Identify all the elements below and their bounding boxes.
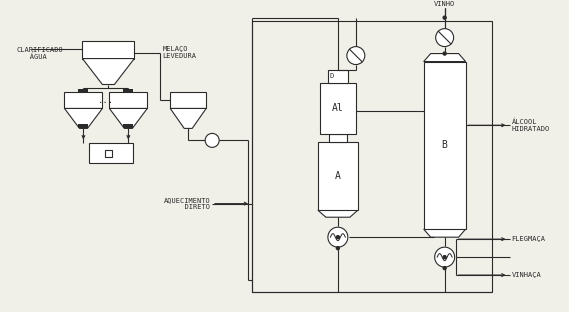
Polygon shape <box>83 59 134 85</box>
Text: AQUECIMENTO
  DIRETO: AQUECIMENTO DIRETO <box>163 197 210 210</box>
Polygon shape <box>318 210 358 217</box>
Text: CLARIFICADO
   ÁGUA: CLARIFICADO ÁGUA <box>17 47 63 61</box>
Text: FLEGMAÇA: FLEGMAÇA <box>512 236 546 242</box>
Bar <box>252 21 492 292</box>
Bar <box>83 41 134 59</box>
Polygon shape <box>424 54 465 61</box>
Circle shape <box>328 227 348 247</box>
Polygon shape <box>170 109 206 129</box>
Polygon shape <box>64 109 102 129</box>
Circle shape <box>347 46 365 65</box>
Polygon shape <box>424 229 465 237</box>
Bar <box>170 92 206 109</box>
Circle shape <box>435 247 455 267</box>
Bar <box>329 134 347 142</box>
Bar <box>109 92 147 109</box>
Circle shape <box>443 16 446 19</box>
Circle shape <box>443 266 446 270</box>
Bar <box>89 144 133 163</box>
Text: VINHAÇA: VINHAÇA <box>512 272 541 278</box>
Text: Al: Al <box>332 104 344 114</box>
Text: VINHO: VINHO <box>434 1 455 7</box>
Circle shape <box>436 29 453 46</box>
Circle shape <box>336 236 339 239</box>
Bar <box>318 142 358 210</box>
Text: A: A <box>335 171 341 181</box>
Bar <box>105 150 113 157</box>
Text: ÁLCOOL
HIDRATADO: ÁLCOOL HIDRATADO <box>512 119 550 132</box>
Bar <box>328 70 348 82</box>
Text: ...: ... <box>98 96 114 105</box>
Bar <box>64 92 102 109</box>
Bar <box>320 82 356 134</box>
Text: MELAÇO
LEVEDURA: MELAÇO LEVEDURA <box>162 46 196 59</box>
Text: D: D <box>330 73 334 79</box>
Bar <box>424 61 465 229</box>
Circle shape <box>443 52 446 55</box>
Circle shape <box>336 247 339 250</box>
Polygon shape <box>109 109 147 129</box>
Circle shape <box>443 256 446 259</box>
Text: B: B <box>442 140 448 150</box>
Circle shape <box>205 134 219 147</box>
